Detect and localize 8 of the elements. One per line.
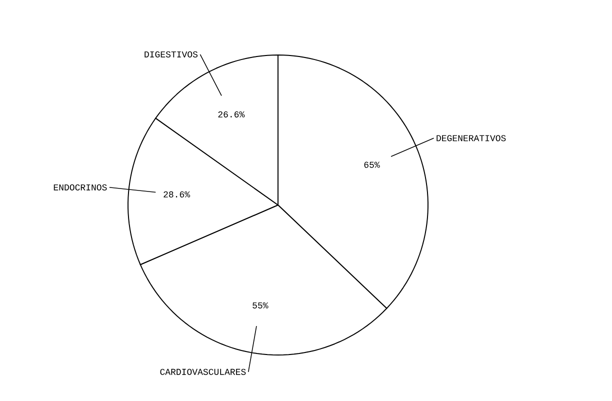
data-label: 65% <box>364 162 380 168</box>
slice-label: ENDOCRINOS <box>54 184 107 190</box>
data-label: 26.6% <box>218 111 245 118</box>
slice-label: CARDIOVASCULARES <box>160 368 246 375</box>
data-label: 55% <box>252 302 268 308</box>
slice-label: DIGESTIVOS <box>144 51 198 58</box>
slice-label: DEGENERATIVOS <box>436 135 506 142</box>
data-label: 28.6% <box>164 191 190 198</box>
